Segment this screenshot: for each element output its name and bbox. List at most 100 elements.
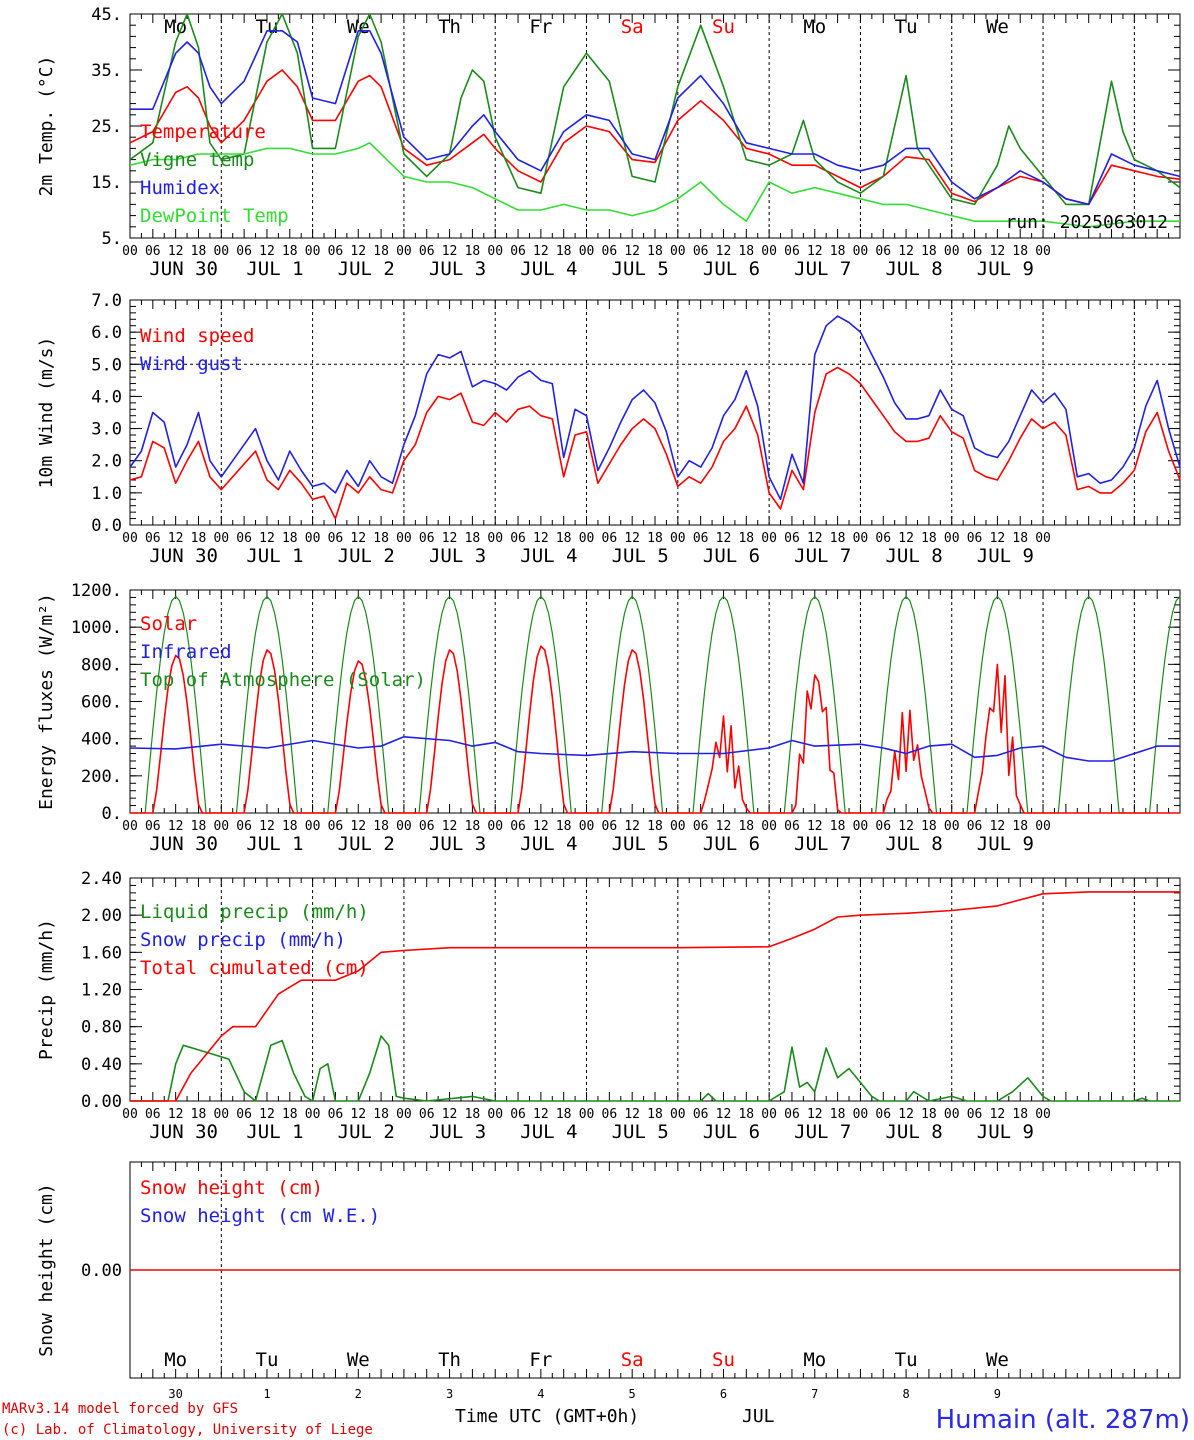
hour-tick-label: 06 xyxy=(967,819,983,834)
date-label: JUL 7 xyxy=(794,833,851,855)
legend-entry: Snow precip (mm/h) xyxy=(140,929,346,951)
series-line xyxy=(129,366,1181,520)
hour-tick-label: 00 xyxy=(396,1107,412,1122)
y-tick-label: 5.0 xyxy=(91,355,122,375)
hour-tick-label: 18 xyxy=(647,819,663,834)
y-tick-label: 800. xyxy=(81,655,122,675)
hour-tick-label: 18 xyxy=(191,1107,207,1122)
hour-tick-label: 06 xyxy=(236,1107,252,1122)
hour-tick-label: 06 xyxy=(967,1107,983,1122)
legend-entry: DewPoint Temp xyxy=(140,205,289,227)
y-axis-title: Energy fluxes (W/m²) xyxy=(36,593,57,810)
y-tick-label: 2.00 xyxy=(81,906,122,926)
hour-tick-label: 00 xyxy=(305,1107,321,1122)
hour-tick-label: 00 xyxy=(944,244,960,259)
hour-tick-label: 06 xyxy=(510,531,526,546)
day-name: Fr xyxy=(529,16,552,38)
day-number: 7 xyxy=(811,1387,818,1401)
y-tick-label: 1.60 xyxy=(81,943,122,963)
hour-tick-label: 00 xyxy=(396,244,412,259)
hour-tick-label: 06 xyxy=(784,531,800,546)
date-label: JUL 5 xyxy=(612,833,669,855)
hour-tick-label: 06 xyxy=(510,244,526,259)
hour-tick-label: 00 xyxy=(305,819,321,834)
hour-tick-label: 18 xyxy=(191,819,207,834)
day-number: 4 xyxy=(537,1387,544,1401)
month-label: JUL xyxy=(742,1406,775,1427)
y-tick-label: 3.0 xyxy=(91,420,122,440)
date-label: JUL 9 xyxy=(977,1121,1034,1143)
hour-tick-label: 06 xyxy=(875,819,891,834)
hour-tick-label: 12 xyxy=(533,244,549,259)
hour-tick-label: 12 xyxy=(168,1107,184,1122)
hour-tick-label: 18 xyxy=(921,1107,937,1122)
y-tick-label: 5. xyxy=(102,229,122,249)
hour-tick-label: 18 xyxy=(191,531,207,546)
hour-tick-label: 06 xyxy=(419,1107,435,1122)
hour-tick-label: 18 xyxy=(465,244,481,259)
date-label: JUL 3 xyxy=(429,545,486,567)
date-label: JUN 30 xyxy=(149,833,218,855)
hour-tick-label: 18 xyxy=(282,531,298,546)
date-label: JUL 4 xyxy=(520,258,577,280)
hour-tick-label: 06 xyxy=(784,819,800,834)
legend-entry: Liquid precip (mm/h) xyxy=(140,901,369,923)
date-label: JUL 3 xyxy=(429,1121,486,1143)
hour-tick-label: 00 xyxy=(396,531,412,546)
hour-tick-label: 12 xyxy=(624,244,640,259)
hour-tick-label: 18 xyxy=(373,819,389,834)
hour-tick-label: 00 xyxy=(944,531,960,546)
hour-tick-label: 00 xyxy=(579,819,595,834)
date-label: JUL 2 xyxy=(338,833,395,855)
hour-tick-label: 12 xyxy=(442,244,458,259)
hour-tick-label: 12 xyxy=(442,819,458,834)
date-label: JUN 30 xyxy=(149,258,218,280)
day-name: We xyxy=(986,16,1009,38)
y-tick-label: 0.40 xyxy=(81,1055,122,1075)
series-line xyxy=(129,736,1180,762)
hour-tick-label: 18 xyxy=(465,1107,481,1122)
hour-tick-label: 00 xyxy=(761,531,777,546)
y-tick-label: 7.0 xyxy=(91,291,122,311)
date-label: JUL 8 xyxy=(885,545,942,567)
hour-tick-label: 00 xyxy=(853,819,869,834)
hour-tick-label: 06 xyxy=(602,244,618,259)
hour-tick-label: 18 xyxy=(830,531,846,546)
day-number: 3 xyxy=(446,1387,453,1401)
date-label: JUL 8 xyxy=(885,1121,942,1143)
hour-tick-label: 00 xyxy=(122,244,138,259)
hour-tick-label: 12 xyxy=(624,819,640,834)
date-label: JUL 3 xyxy=(429,258,486,280)
date-label: JUL 1 xyxy=(246,833,303,855)
hour-tick-label: 12 xyxy=(259,819,275,834)
credit-line-1: MARv3.14 model forced by GFS xyxy=(2,1401,238,1417)
day-number: 8 xyxy=(902,1387,909,1401)
hour-tick-label: 00 xyxy=(1035,244,1051,259)
hour-tick-label: 06 xyxy=(510,1107,526,1122)
legend-entry: Solar xyxy=(140,613,197,635)
day-name: Mo xyxy=(803,1349,826,1371)
day-name: We xyxy=(347,1349,370,1371)
y-tick-label: 6.0 xyxy=(91,323,122,343)
hour-tick-label: 12 xyxy=(533,819,549,834)
series-line xyxy=(130,30,1181,206)
hour-tick-label: 00 xyxy=(670,819,686,834)
date-label: JUN 30 xyxy=(149,1121,218,1143)
y-tick-label: 4.0 xyxy=(91,387,122,407)
y-tick-label: 25. xyxy=(91,117,122,137)
hour-tick-label: 00 xyxy=(944,1107,960,1122)
date-label: JUL 8 xyxy=(885,258,942,280)
hour-tick-label: 18 xyxy=(647,531,663,546)
run-label: run: 2025063012 xyxy=(1005,212,1168,233)
date-label: JUL 7 xyxy=(794,258,851,280)
hour-tick-label: 18 xyxy=(921,531,937,546)
hour-tick-label: 06 xyxy=(328,531,344,546)
day-name: We xyxy=(986,1349,1009,1371)
y-tick-label: 1200. xyxy=(71,581,122,601)
hour-tick-label: 00 xyxy=(122,819,138,834)
station-label: Humain (alt. 287m) xyxy=(936,1405,1190,1435)
y-tick-label: 45. xyxy=(91,5,122,25)
hour-tick-label: 00 xyxy=(305,244,321,259)
hour-tick-label: 00 xyxy=(487,1107,503,1122)
hour-tick-label: 00 xyxy=(122,531,138,546)
